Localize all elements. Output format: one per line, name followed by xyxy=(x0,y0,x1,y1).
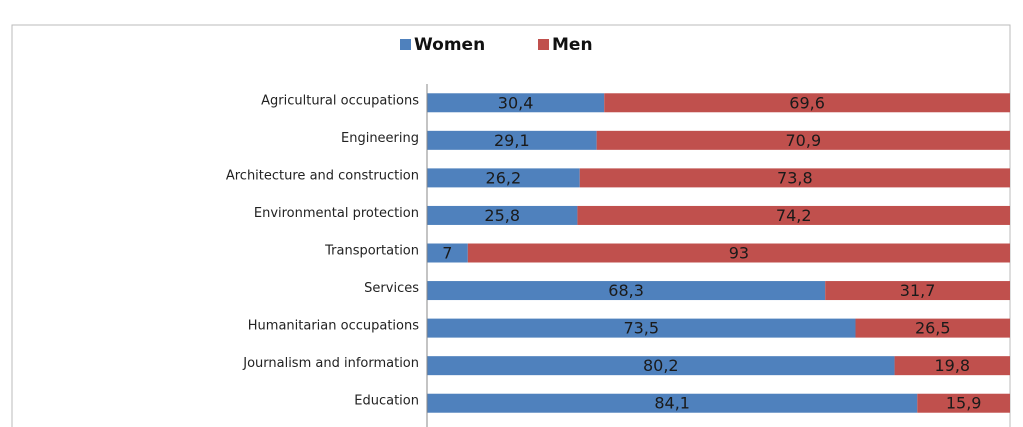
y-tick-label: Agricultural occupations xyxy=(261,93,419,108)
bar xyxy=(825,281,1010,301)
legend-swatch xyxy=(538,39,549,50)
bar xyxy=(427,356,895,376)
data-label: 84,1 xyxy=(654,394,690,413)
data-label: 80,2 xyxy=(643,356,679,375)
data-label: 15,9 xyxy=(946,394,982,413)
bar xyxy=(427,205,578,225)
data-label: 29,1 xyxy=(494,131,530,150)
y-tick-label: Engineering xyxy=(341,131,419,146)
y-tick-label: Environmental protection xyxy=(254,206,419,221)
data-label: 73,5 xyxy=(623,319,659,338)
data-label: 26,2 xyxy=(486,168,522,187)
data-label: 7 xyxy=(442,244,452,263)
bar xyxy=(467,243,1010,263)
data-label: 68,3 xyxy=(608,281,644,300)
bar xyxy=(917,393,1010,413)
y-tick-label: Journalism and information xyxy=(242,356,419,371)
data-label: 74,2 xyxy=(776,206,812,225)
data-label: 30,4 xyxy=(498,93,534,112)
bar xyxy=(427,243,468,263)
y-tick-label: Services xyxy=(364,281,419,296)
bar xyxy=(894,356,1010,376)
bar xyxy=(427,130,597,150)
bar xyxy=(604,93,1010,113)
data-label: 73,8 xyxy=(777,168,813,187)
data-label: 93 xyxy=(729,244,749,263)
legend-label: Women xyxy=(414,35,485,55)
y-tick-label: Architecture and construction xyxy=(226,168,419,183)
bar xyxy=(427,318,856,338)
bar xyxy=(577,205,1010,225)
bar xyxy=(427,93,605,113)
bar xyxy=(427,393,918,413)
data-label: 25,8 xyxy=(484,206,520,225)
data-label: 31,7 xyxy=(900,281,936,300)
bar xyxy=(427,281,826,301)
data-label: 26,5 xyxy=(915,319,951,338)
bar xyxy=(579,168,1010,188)
data-label: 70,9 xyxy=(786,131,822,150)
y-tick-label: Transportation xyxy=(324,244,419,259)
data-label: 69,6 xyxy=(789,93,825,112)
legend-swatch xyxy=(400,39,411,50)
bar xyxy=(855,318,1010,338)
data-label: 19,8 xyxy=(934,356,970,375)
y-tick-label: Education xyxy=(354,394,419,409)
bar xyxy=(596,130,1010,150)
y-tick-label: Humanitarian occupations xyxy=(248,319,419,334)
legend-label: Men xyxy=(552,35,593,55)
bar xyxy=(427,168,580,188)
